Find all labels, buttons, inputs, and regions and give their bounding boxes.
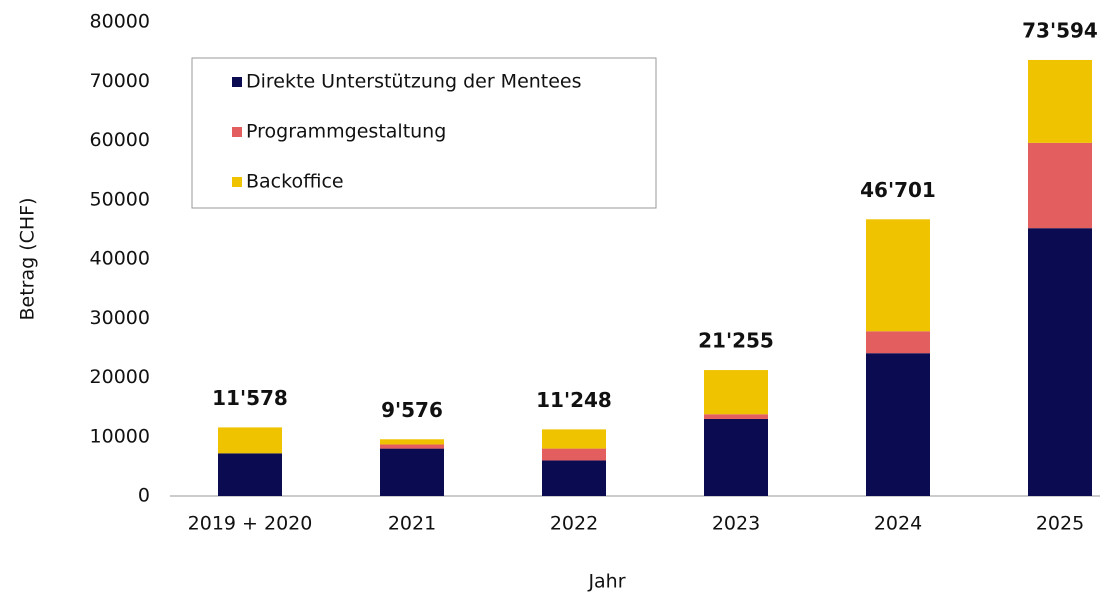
total-label: 9'576 [381, 398, 443, 422]
legend-label: Backoffice [246, 171, 344, 193]
legend-swatch [232, 127, 242, 137]
bar-segment [866, 219, 930, 332]
bar-segment [704, 414, 768, 419]
bar-segment [866, 331, 930, 354]
bar-segment [1028, 59, 1092, 143]
bar-segment [542, 448, 606, 461]
total-label: 73'594 [1022, 18, 1098, 42]
x-tick-label: 2023 [712, 513, 760, 535]
x-tick-label: 2024 [874, 513, 922, 535]
y-tick-label: 30000 [90, 307, 150, 329]
x-axis-label: Jahr [587, 571, 625, 593]
y-tick-label: 70000 [90, 70, 150, 92]
bar-segment [704, 418, 768, 496]
bar-segment [380, 444, 444, 449]
y-tick-label: 80000 [90, 11, 150, 33]
x-tick-label: 2021 [388, 513, 436, 535]
bar-segment [218, 453, 282, 496]
legend-swatch [232, 77, 242, 87]
y-tick-label: 20000 [90, 366, 150, 388]
y-axis-label: Betrag (CHF) [17, 197, 39, 320]
legend-swatch [232, 177, 242, 187]
y-tick-label: 50000 [90, 188, 150, 210]
x-tick-label: 2022 [550, 513, 598, 535]
y-tick-label: 60000 [90, 129, 150, 151]
y-tick-label: 10000 [90, 425, 150, 447]
total-label: 11'578 [212, 386, 288, 410]
bar-segment [866, 353, 930, 496]
legend-label: Direkte Unterstützung der Mentees [246, 71, 582, 93]
total-label: 46'701 [860, 178, 936, 202]
y-tick-label: 40000 [90, 248, 150, 270]
total-label: 21'255 [698, 329, 774, 353]
x-tick-label: 2019 + 2020 [188, 513, 313, 535]
bar-segment [380, 448, 444, 496]
bar-segment [380, 439, 444, 445]
y-tick-label: 0 [138, 485, 150, 507]
legend-box [191, 57, 657, 209]
bar-segment [218, 427, 282, 454]
total-label: 11'248 [536, 388, 612, 412]
bar-segment [1028, 228, 1092, 496]
bar-segment [542, 429, 606, 449]
x-tick-label: 2025 [1036, 513, 1084, 535]
legend-label: Programmgestaltung [246, 121, 446, 143]
bar-segment [542, 460, 606, 496]
bar-segment [704, 370, 768, 415]
bar-segment [1028, 142, 1092, 229]
